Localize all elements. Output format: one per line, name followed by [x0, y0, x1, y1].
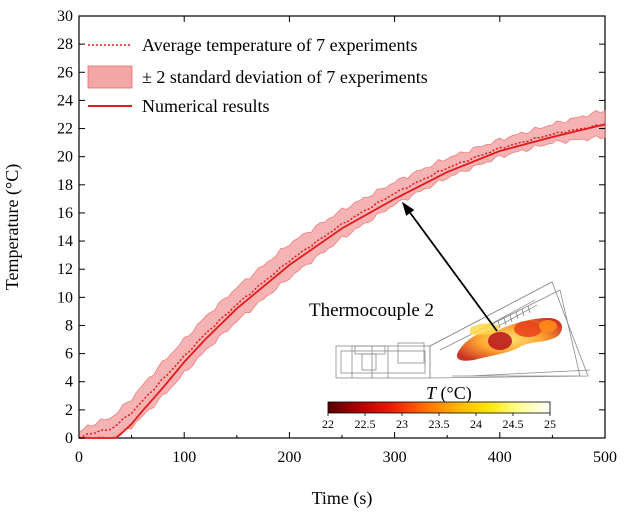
- y-tick-label: 26: [57, 64, 73, 81]
- x-tick-label: 500: [593, 449, 617, 466]
- y-tick-label: 4: [65, 374, 73, 391]
- colorbar-tick-label: 22.5: [355, 417, 376, 431]
- y-tick-label: 12: [57, 261, 73, 278]
- y-tick-label: 0: [65, 430, 73, 447]
- y-tick-label: 30: [57, 8, 73, 25]
- colorbar-tick-label: 25: [544, 417, 556, 431]
- legend: Average temperature of 7 experiments ± 2…: [87, 35, 428, 116]
- y-tick-label: 16: [57, 205, 73, 222]
- x-axis-label: Time (s): [312, 488, 373, 509]
- y-tick-label: 28: [57, 36, 73, 53]
- legend-swatch-band: [87, 65, 133, 89]
- x-tick-label: 200: [277, 449, 301, 466]
- legend-label-average: Average temperature of 7 experiments: [142, 35, 418, 55]
- std-band-area: [78, 110, 606, 439]
- colorbar-tick-label: 23.5: [429, 417, 450, 431]
- colorbar-tick-label: 23: [396, 417, 408, 431]
- colorbar-title-unit: (°C): [436, 383, 472, 404]
- y-tick-label: 14: [57, 233, 73, 250]
- x-tick-label: 300: [383, 449, 407, 466]
- colorbar-tick-label: 24: [470, 417, 482, 431]
- legend-label-band: ± 2 standard deviation of 7 experiments: [142, 67, 428, 87]
- inset-wireframe: [335, 281, 591, 379]
- y-axis-label: Temperature (°C): [2, 164, 23, 290]
- y-tick-label: 6: [65, 346, 73, 363]
- colorbar-ticks: 22 22.5 23 23.5 24 24.5 25: [322, 413, 556, 431]
- colorbar-title: T (°C): [426, 383, 472, 404]
- colorbar-gradient: [327, 401, 551, 414]
- y-tick-label: 22: [57, 121, 73, 138]
- y-tick-label: 2: [65, 402, 73, 419]
- x-tick-label: 400: [488, 449, 512, 466]
- colorbar-tick-label: 24.5: [503, 417, 524, 431]
- y-tick-label: 8: [65, 317, 73, 334]
- y-tick-label: 20: [57, 149, 73, 166]
- geometry-inset: [335, 281, 591, 379]
- y-tick-label: 10: [57, 289, 73, 306]
- x-tick-label: 100: [172, 449, 196, 466]
- colorbar-title-symbol: T: [426, 383, 438, 403]
- colorbar-tick-label: 22: [322, 417, 334, 431]
- annotation-arrowhead: [402, 201, 415, 216]
- series-numerical-line: [79, 123, 606, 439]
- line-layer: [78, 123, 606, 439]
- x-axis-ticks: 0 100 200 300 400 500: [75, 16, 617, 466]
- inset-temperature-plume: [456, 318, 563, 361]
- x-tick-label: 0: [75, 449, 83, 466]
- series-average-line: [78, 123, 606, 439]
- legend-label-numerical: Numerical results: [142, 96, 269, 116]
- y-tick-label: 18: [57, 177, 73, 194]
- colorbar: T (°C) 22 22.5 23 23.5 24 24.5 25: [322, 383, 556, 431]
- annotation-arrow: [409, 212, 498, 332]
- thermocouple-label: Thermocouple 2: [309, 300, 434, 321]
- band-layer: [78, 110, 606, 439]
- y-tick-label: 24: [57, 92, 73, 109]
